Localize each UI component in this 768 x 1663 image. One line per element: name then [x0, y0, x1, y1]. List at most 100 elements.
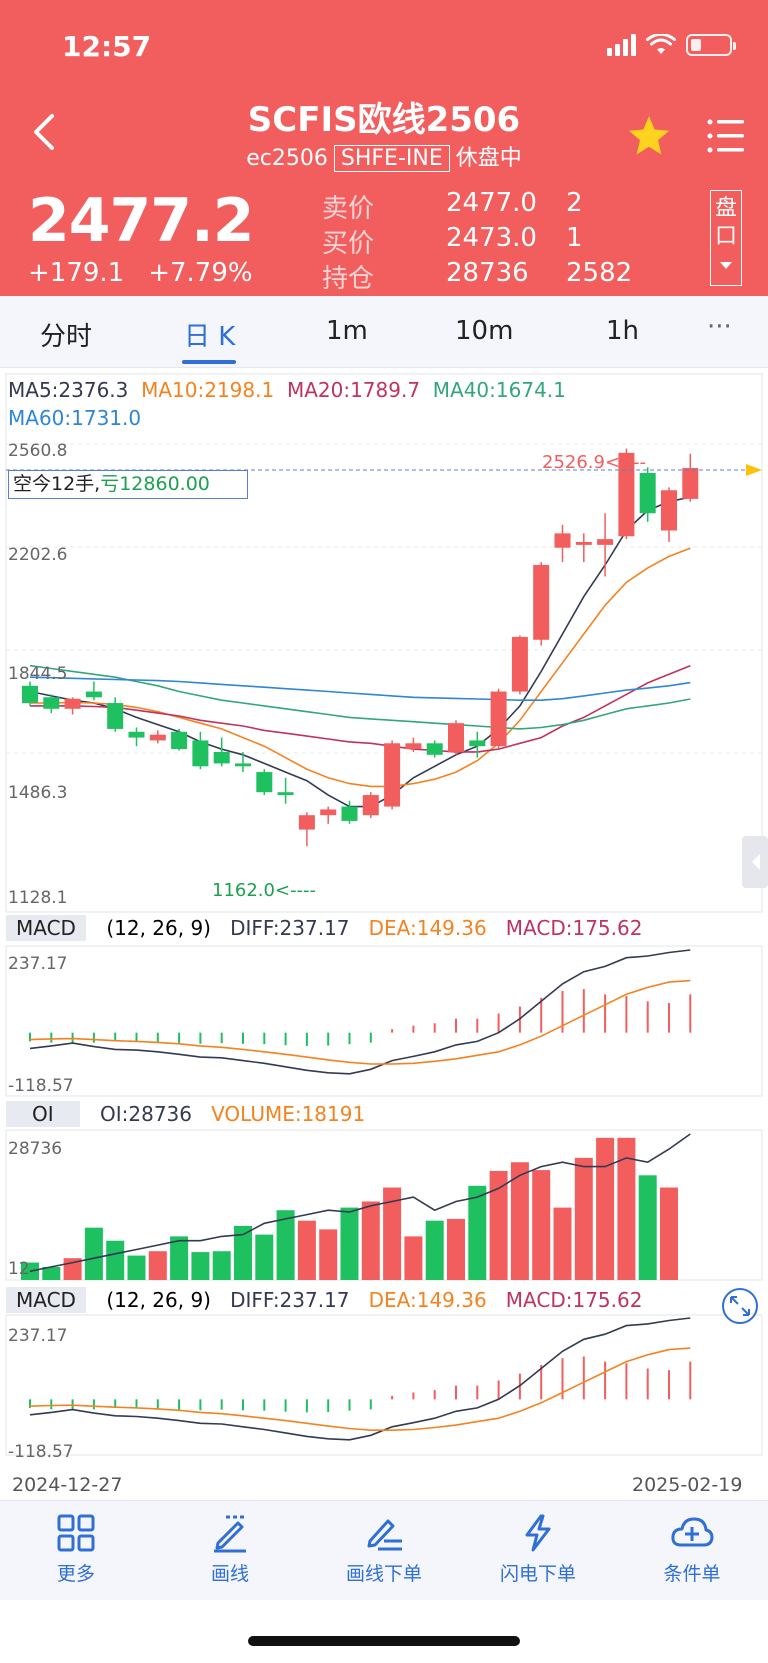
volume-bar-28 [617, 1137, 636, 1280]
wifi-icon [646, 34, 676, 54]
volume-bar-26 [574, 1157, 593, 1280]
macd-dea: DEA:149.36 [368, 916, 487, 940]
oi-bottom: 12 [8, 1259, 30, 1279]
macd2-dea: DEA:149.36 [368, 1288, 487, 1312]
tab-more[interactable]: ··· [707, 312, 732, 342]
candle-body-25 [554, 533, 571, 548]
macd2-tag[interactable]: MACD [6, 1287, 86, 1313]
candle-body-18 [405, 743, 422, 750]
candle-body-20 [448, 723, 464, 752]
macd2-diff-line [29, 1317, 691, 1441]
volume-bar-3 [84, 1227, 103, 1280]
status-time: 12:57 [62, 30, 152, 63]
menu-icon[interactable] [706, 116, 746, 156]
ma-legend-row1: MA5:2376.3 MA10:2198.1 MA20:1789.7 MA40:… [8, 378, 566, 402]
volume-bar-5 [127, 1255, 146, 1280]
tab-1m[interactable]: 1m [326, 316, 368, 346]
macd-value: MACD:175.62 [505, 916, 643, 940]
candle-body-22 [490, 691, 507, 747]
more-label: 更多 [56, 1563, 95, 1585]
oi-change: 2582 [566, 258, 633, 288]
kline-charts[interactable] [0, 368, 768, 1500]
macd-params: (12, 26, 9) [106, 916, 211, 940]
high-label: 2526.9<---- [542, 452, 647, 473]
draw-line-label: 画线 [210, 1563, 249, 1585]
macd2-value: MACD:175.62 [505, 1288, 643, 1312]
last-price: 2477.2 [28, 186, 255, 256]
candle-body-3 [85, 691, 102, 698]
current-price-marker [746, 464, 762, 476]
volume-bar-4 [106, 1240, 125, 1280]
cloud-plus-icon [671, 1517, 714, 1547]
macd-header: MACD (12, 26, 9) DIFF:237.17 DEA:149.36 … [6, 915, 762, 943]
volume-bar-8 [191, 1252, 210, 1280]
draw-order-button[interactable]: 画线下单 [324, 1513, 444, 1586]
position-box[interactable]: 空今12手,亏12860.00 [8, 470, 248, 499]
macd-tag[interactable]: MACD [6, 915, 86, 941]
volume-bar-1 [42, 1266, 61, 1280]
lightning-order-button[interactable]: 闪电下单 [478, 1513, 598, 1586]
volume-bar-24 [532, 1170, 551, 1280]
draw-line-icon [214, 1515, 246, 1553]
lightning-order-label: 闪电下单 [499, 1563, 576, 1585]
ma-lines [29, 496, 691, 808]
volume-bar-29 [638, 1175, 657, 1280]
macd2-series [29, 1317, 692, 1441]
home-indicator[interactable] [248, 1636, 520, 1646]
y-tick-3: 1486.3 [8, 783, 68, 803]
more-button[interactable]: 更多 [16, 1513, 136, 1586]
candle-body-9 [213, 751, 230, 764]
candle-body-14 [320, 809, 337, 816]
macd-dea-line [29, 979, 691, 1065]
macd-top: 237.17 [8, 954, 68, 974]
candle-body-29 [639, 472, 656, 514]
back-icon[interactable] [26, 110, 66, 154]
tab-daily-k[interactable]: 日 K [184, 322, 236, 352]
tab-active-indicator [182, 360, 236, 364]
change-percent: +7.79% [148, 258, 253, 288]
price-change: +179.1 +7.79% [28, 258, 253, 288]
oi-value: 28736 [446, 258, 529, 288]
draw-line-button[interactable]: 画线 [170, 1513, 290, 1586]
timeframe-tabs: 分时 日 K 1m 10m 1h ··· [0, 296, 768, 368]
ma40-legend: MA40:1674.1 [432, 378, 566, 402]
caret-down-icon [720, 262, 732, 269]
volume-bar-15 [340, 1207, 359, 1280]
macd2-params: (12, 26, 9) [106, 1288, 211, 1312]
order-book-button[interactable]: 盘口 [710, 190, 742, 286]
date-start: 2024-12-27 [12, 1474, 123, 1496]
candle-body-19 [426, 743, 443, 755]
candles [22, 448, 699, 847]
oi-header: OI OI:28736 VOLUME:18191 [6, 1101, 762, 1129]
volume-bar-6 [148, 1251, 167, 1280]
oi-label: 持仓 [322, 264, 375, 294]
trading-state: 休盘中 [455, 146, 522, 171]
tab-intraday[interactable]: 分时 [40, 322, 93, 352]
volume-bar-19 [425, 1220, 444, 1280]
contract-title: SCFIS欧线2506 [247, 100, 521, 140]
macd-bottom: -118.57 [8, 1076, 74, 1096]
favorite-star-icon[interactable] [626, 113, 672, 159]
conditional-order-button[interactable]: 条件单 [632, 1513, 752, 1586]
volume-bar-27 [596, 1137, 615, 1280]
contract-subtitle: ec2506 SHFE-INE 休盘中 [0, 140, 768, 172]
volume-bar-20 [447, 1218, 465, 1280]
macd2-dea-line [29, 1347, 691, 1431]
position-text: 空今12手, [13, 473, 101, 495]
oi-line [29, 1133, 691, 1273]
oi-top: 28736 [8, 1139, 63, 1159]
tab-1h[interactable]: 1h [606, 316, 640, 346]
volume-bar-13 [297, 1220, 316, 1280]
tab-10m[interactable]: 10m [455, 316, 514, 346]
ask-volume: 2 [566, 188, 583, 218]
change-value: +179.1 [28, 258, 125, 288]
macd2-diff: DIFF:237.17 [230, 1288, 350, 1312]
volume-bar-23 [510, 1162, 529, 1280]
volume-bar-9 [212, 1251, 231, 1280]
date-end: 2025-02-19 [632, 1474, 743, 1496]
main-chart-frame [5, 373, 763, 913]
ask-price: 2477.0 [446, 188, 537, 218]
candle-body-5 [128, 731, 145, 738]
oi-tag[interactable]: OI [6, 1101, 80, 1127]
